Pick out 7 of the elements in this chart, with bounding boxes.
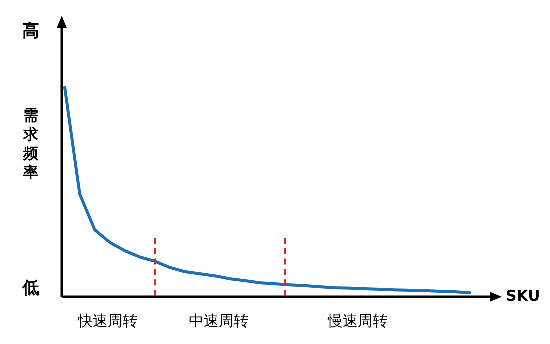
text: 快速周转	[77, 312, 138, 330]
text: 高	[22, 21, 40, 42]
text: 中速周转	[189, 312, 249, 330]
text: 低	[22, 278, 40, 298]
x-axis-title: SKU	[506, 286, 540, 305]
y-axis-title: 需求频率	[22, 106, 40, 182]
text: 慢速周转	[327, 312, 388, 330]
